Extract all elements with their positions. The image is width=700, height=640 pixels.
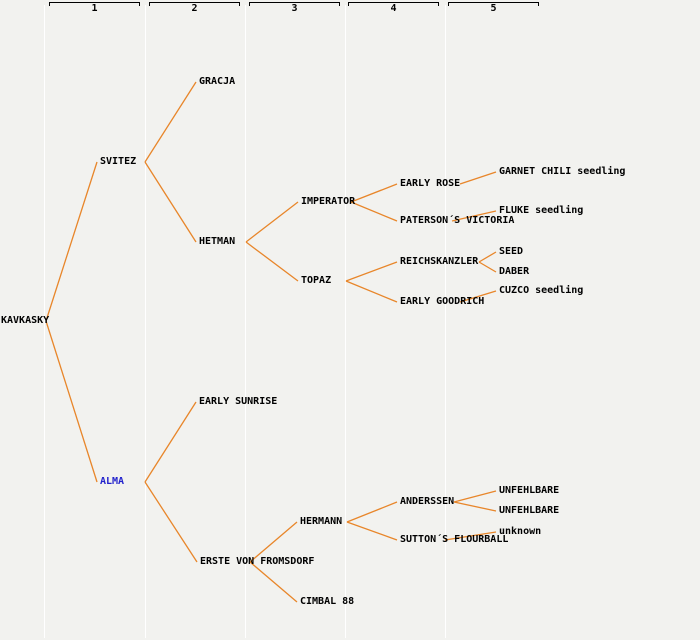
- node-alma[interactable]: ALMA: [100, 476, 125, 487]
- column-separator-3: [245, 5, 246, 638]
- edge-reichskanzler-seed: [478, 251, 497, 263]
- edge-anderssen-unfehlbare_1: [453, 490, 497, 503]
- node-fluke_seedling: FLUKE seedling: [499, 205, 584, 216]
- edge-topaz-early_goodrich: [345, 280, 398, 303]
- edge-anderssen-unfehlbare_2: [453, 501, 497, 512]
- node-hermann: HERMANN: [300, 516, 343, 527]
- edge-svitez-gracja: [144, 81, 197, 163]
- node-topaz: TOPAZ: [301, 275, 332, 286]
- column-separator-4: [345, 5, 346, 638]
- node-cimbal_88: CIMBAL 88: [300, 596, 355, 607]
- edge-erste_von_fromsdorf-cimbal_88: [249, 561, 298, 603]
- generation-number-3: 3: [291, 3, 298, 14]
- node-kavkasky: KAVKASKY: [1, 315, 50, 326]
- node-gracja: GRACJA: [199, 76, 236, 87]
- generation-bracket-3: 3: [249, 2, 340, 14]
- edge-imperator-patersons_victoria: [350, 201, 398, 222]
- node-erste_von_fromsdorf: ERSTE VON FROMSDORF: [200, 556, 315, 567]
- node-unknown: unknown: [499, 526, 542, 537]
- edge-svitez-hetman: [144, 161, 197, 243]
- edge-reichskanzler-daber: [478, 261, 497, 273]
- edge-early_goodrich-cuzco_seedling: [459, 290, 497, 303]
- node-hetman: HETMAN: [199, 236, 236, 247]
- generation-bracket-5: 5: [448, 2, 539, 14]
- column-separator-5: [445, 5, 446, 638]
- node-daber: DABER: [499, 266, 530, 277]
- edge-early_rose-garnet_chili_seedling: [459, 171, 497, 185]
- node-patersons_victoria: PATERSON´S VICTORIA: [400, 215, 515, 226]
- edge-suttons_flourball-unknown: [444, 531, 497, 541]
- generation-number-1: 1: [91, 3, 98, 14]
- node-seed: SEED: [499, 246, 524, 257]
- node-early_rose: EARLY ROSE: [400, 178, 461, 189]
- edge-erste_von_fromsdorf-hermann: [249, 521, 298, 563]
- node-svitez: SVITEZ: [100, 156, 137, 167]
- node-garnet_chili_seedling: GARNET CHILI seedling: [499, 166, 626, 177]
- node-suttons_flourball: SUTTON´S FLOURBALL: [400, 534, 509, 545]
- edge-hetman-topaz: [245, 241, 299, 282]
- column-separator-1: [44, 5, 45, 638]
- generation-number-2: 2: [191, 3, 198, 14]
- node-imperator: IMPERATOR: [301, 196, 356, 207]
- generation-bracket-1: 1: [49, 2, 140, 14]
- edge-hermann-suttons_flourball: [346, 521, 398, 541]
- node-early_goodrich: EARLY GOODRICH: [400, 296, 485, 307]
- edge-alma-early_sunrise: [144, 401, 197, 483]
- node-early_sunrise: EARLY SUNRISE: [199, 396, 278, 407]
- generation-bracket-2: 2: [149, 2, 240, 14]
- node-unfehlbare_1: UNFEHLBARE: [499, 485, 560, 496]
- generation-number-5: 5: [490, 3, 497, 14]
- generation-bracket-4: 4: [348, 2, 439, 14]
- edge-kavkasky-alma: [45, 320, 98, 483]
- edge-patersons_victoria-fluke_seedling: [451, 210, 497, 222]
- node-cuzco_seedling: CUZCO seedling: [499, 285, 584, 296]
- edge-hetman-imperator: [245, 201, 299, 243]
- column-separator-2: [145, 5, 146, 638]
- edge-hermann-anderssen: [346, 501, 398, 523]
- generation-number-4: 4: [390, 3, 397, 14]
- node-unfehlbare_2: UNFEHLBARE: [499, 505, 560, 516]
- edge-alma-erste_von_fromsdorf: [144, 481, 198, 563]
- node-anderssen: ANDERSSEN: [400, 496, 455, 507]
- edge-kavkasky-svitez: [45, 161, 98, 322]
- node-reichskanzler: REICHSKANZLER: [400, 256, 479, 267]
- edge-imperator-early_rose: [350, 183, 398, 203]
- edge-topaz-reichskanzler: [345, 261, 398, 282]
